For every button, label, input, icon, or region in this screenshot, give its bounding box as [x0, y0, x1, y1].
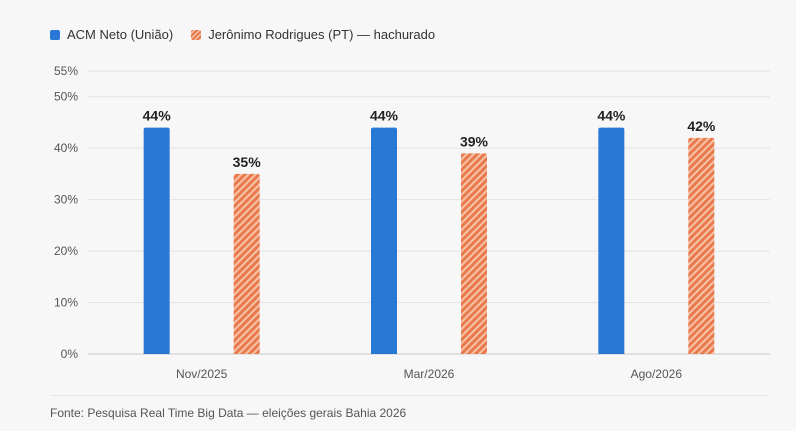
- legend-swatch-jeronimo: [191, 29, 202, 40]
- bar-acm: [143, 127, 170, 354]
- legend-item-jeronimo: Jerônimo Rodrigues (PT) — hachurado: [191, 27, 435, 42]
- bar-jeronimo: [461, 153, 487, 354]
- source-note: Fonte: Pesquisa Real Time Big Data — ele…: [50, 406, 407, 420]
- data-label: 42%: [687, 118, 716, 134]
- legend: ACM Neto (União) Jerônimo Rodrigues (PT)…: [50, 27, 453, 42]
- y-tick-label: 10%: [54, 296, 78, 310]
- y-tick-label: 55%: [54, 64, 78, 78]
- y-tick-label: 50%: [54, 90, 78, 104]
- bar-jeronimo: [233, 173, 260, 354]
- legend-item-acm: ACM Neto (União): [50, 27, 173, 42]
- data-label: 39%: [460, 133, 489, 149]
- bar-acm: [371, 127, 397, 354]
- data-label: 35%: [233, 154, 262, 170]
- legend-swatch-acm: [50, 29, 60, 40]
- y-tick-label: 0%: [61, 347, 79, 361]
- x-tick-label: Mar/2026: [404, 367, 455, 381]
- y-tick-label: 40%: [54, 141, 78, 155]
- y-tick-label: 20%: [54, 244, 78, 258]
- x-tick-label: Ago/2026: [631, 367, 683, 381]
- bar-acm: [598, 127, 625, 354]
- y-tick-label: 30%: [54, 193, 78, 207]
- bar-jeronimo: [688, 137, 715, 354]
- data-label: 44%: [143, 108, 172, 124]
- legend-label-jeronimo: Jerônimo Rodrigues (PT) — hachurado: [208, 27, 436, 42]
- data-label: 44%: [597, 108, 626, 124]
- x-tick-label: Nov/2025: [176, 367, 228, 381]
- source-divider: [50, 395, 768, 396]
- data-label: 44%: [370, 108, 399, 124]
- legend-label-acm: ACM Neto (União): [67, 27, 174, 42]
